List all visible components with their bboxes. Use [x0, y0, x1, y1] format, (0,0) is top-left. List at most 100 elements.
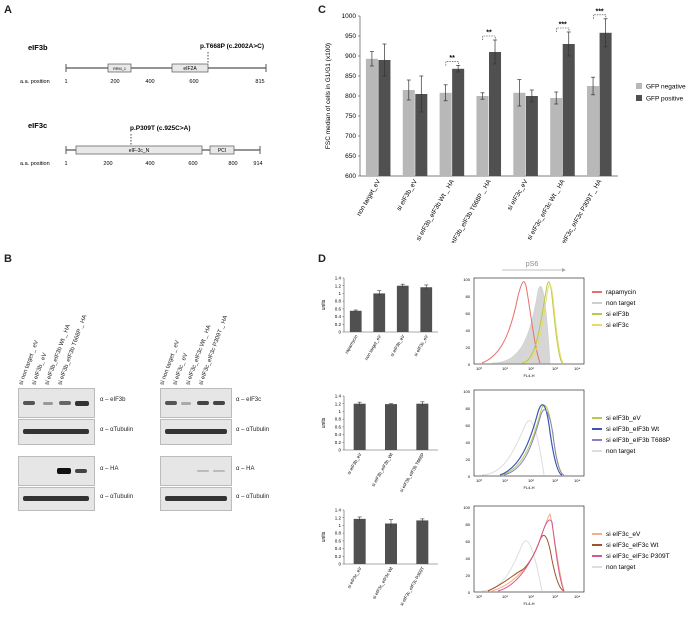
x-category-label: si eIF3b_eIF3b T668P: [399, 452, 426, 493]
y-tick-label: 850: [345, 73, 356, 80]
blot-ha: [160, 456, 232, 486]
antibody-label: α – eIF3b: [100, 397, 126, 403]
bar-si-eif3c-eif3c-p309t: [416, 520, 429, 564]
tick-label: 10⁴: [574, 366, 580, 371]
x-category-label: non target_eV: [364, 334, 382, 361]
bar-gfp-negative-si-eif3c-eif3c-wt-ha: [550, 98, 563, 176]
y-tick-label: 0: [338, 562, 341, 567]
histogram-curve-non-target: [491, 286, 551, 364]
tick-label: 1: [64, 161, 67, 167]
legend-swatch-gfp-negative: [636, 83, 642, 89]
blot-tubulin: [18, 419, 95, 445]
tick-label: 10¹: [502, 594, 508, 599]
bar-gfp-negative-si-eif3b-eif3b-t668p-ha: [476, 96, 489, 176]
histogram-curve-si-eif3c-wt: [487, 535, 565, 592]
chart-c-ylabel: FSC median of cells in G1/G1 (x100): [325, 43, 332, 149]
tick-label: 600: [189, 79, 198, 85]
chart-d1-units: units 0 0.2 0.4 0.6 0.8 1 1.2 1.4 rapamycin non ta…: [321, 276, 438, 361]
significance-bracket: [445, 61, 459, 66]
tick-label: 10⁴: [574, 478, 580, 483]
tick-label: 40: [466, 556, 471, 561]
axis-label-eif3b: a.a. position: [20, 79, 50, 85]
y-tick-label: 1: [338, 409, 341, 414]
tick-label: 80: [466, 522, 471, 527]
tick-label: 200: [103, 161, 112, 167]
legend-label-non-target: non target: [606, 564, 635, 571]
y-tick-label: 0.6: [335, 306, 342, 311]
x-category-label: si eIF3c_eIF3c P309T _ HA: [557, 178, 603, 243]
significance-bracket: [593, 14, 607, 19]
histogram-curve-si-eif3c-ev: [491, 512, 565, 592]
legend-label-si-eif3c-eif3c-p309t: si eIF3c_eIF3c P309T: [606, 553, 670, 560]
domain-label-rrm1: RRM_1: [113, 67, 126, 71]
y-tick-label: 1.2: [335, 401, 342, 406]
tick-label: 80: [466, 294, 471, 299]
x-category-label: si eIF3c_eV: [346, 566, 362, 589]
histogram-curve-si-eif3c: [523, 284, 564, 364]
y-tick-label: 0: [338, 330, 341, 335]
bar-si-eif3c-eif3c-wt: [385, 523, 397, 564]
tick-label: 10²: [528, 594, 534, 599]
bar-si-eif3b-ev: [396, 285, 409, 332]
antibody-label: α – αTubulin: [100, 427, 134, 433]
tick-label: 60: [466, 311, 471, 316]
blot-ha: [18, 456, 95, 486]
antibody-label: α – αTubulin: [236, 494, 270, 500]
axis-label-eif3c: a.a. position: [20, 161, 50, 167]
histogram-pS6-2: 0 20 40 60 80 100 10⁰ 10¹ 10² 10³ 10⁴ FL…: [463, 389, 585, 490]
tick-label: 10²: [528, 366, 534, 371]
y-tick-label: 1: [338, 523, 341, 528]
tick-label: 10³: [552, 478, 558, 483]
protein-name-eif3c: eIF3c: [28, 121, 47, 130]
tick-label: 914: [253, 161, 262, 167]
y-tick-label: 0.8: [335, 417, 342, 422]
western-blots: si non target _ eV si eIF3b_ eV si eIF3b…: [0, 260, 310, 511]
tick-label: 10¹: [502, 366, 508, 371]
x-category-label: si eIF3b_eIF3b Wt _ HA: [415, 178, 456, 242]
x-axis-label: FL4-H: [523, 373, 534, 378]
blot-tubulin: [160, 419, 232, 445]
tick-label: 100: [463, 505, 470, 510]
bar-gfp-positive-non-target-ev: [378, 60, 391, 176]
tick-label: 400: [145, 79, 154, 85]
tick-label: 10¹: [502, 478, 508, 483]
tick-label: 10⁰: [476, 478, 482, 483]
x-category-label: non target_eV: [356, 178, 383, 217]
significance-bracket: [482, 35, 496, 40]
blot-tubulin: [18, 487, 95, 511]
y-tick-label: 800: [345, 93, 356, 100]
y-tick-label: 1.2: [335, 515, 342, 520]
y-tick-label: 0.4: [335, 432, 342, 437]
y-tick-label: 700: [345, 133, 356, 140]
tick-label: 815: [255, 79, 264, 85]
antibody-label: α – αTubulin: [236, 427, 270, 433]
bar-gfp-positive-si-eif3b-eif3b-wt-ha: [452, 68, 465, 176]
domain-eif2a: [171, 63, 209, 73]
x-category-label: si eIF3c_eV: [506, 178, 530, 212]
tick-label: 60: [466, 539, 471, 544]
legend-swatch-gfp-positive: [636, 95, 642, 101]
histogram-curve-rapamycin: [481, 281, 541, 364]
blot-tubulin: [160, 487, 232, 511]
tick-label: 80: [466, 406, 471, 411]
tick-label: 10⁰: [476, 594, 482, 599]
legend-label-si-eif3b-ev: si eIF3b_eV: [606, 415, 641, 422]
bar-si-eif3b-eif3b-t668p: [416, 403, 429, 450]
significance-label: **: [486, 30, 492, 37]
bar-gfp-negative-si-eif3b-ev: [402, 90, 415, 176]
y-tick-label: 0.8: [335, 531, 342, 536]
protein-domain-diagram: eIF3b p.T668P (c.2002A>C) RRM_1 eIF2A a.…: [20, 43, 267, 167]
mutation-label-eif3b: p.T668P (c.2002A>C): [200, 43, 264, 50]
tick-label: 400: [145, 161, 154, 167]
y-tick-label: 0.2: [335, 440, 342, 445]
y-tick-label: 950: [345, 33, 356, 40]
legend-label-si-eif3c-ev: si eIF3c_eV: [606, 531, 641, 538]
legend-label-si-eif3c: si eIF3c: [606, 322, 630, 329]
y-tick-label: 0.2: [335, 322, 342, 327]
domain-rrm1: [107, 63, 132, 73]
y-tick-label: 0.6: [335, 424, 342, 429]
x-category-label: si eIF3c_eIF3c Wt _ HA: [526, 178, 567, 242]
histogram-curve-non-target: [481, 540, 543, 592]
tick-label: 40: [466, 440, 471, 445]
legend-label-si-eif3b: si eIF3b: [606, 311, 630, 318]
